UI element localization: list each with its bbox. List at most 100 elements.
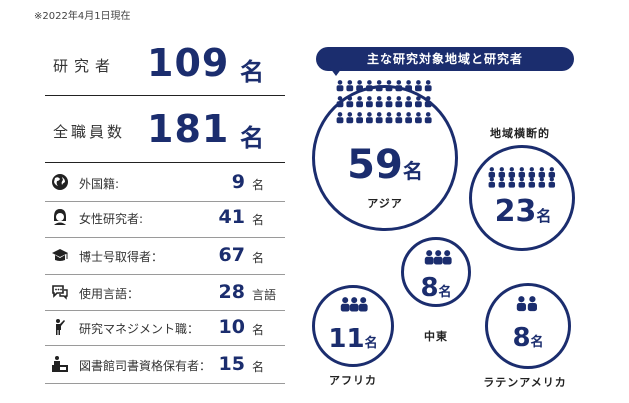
person-icon <box>538 167 546 178</box>
people-group-icon <box>488 167 556 188</box>
stat-unit: 名 <box>252 213 265 227</box>
stat-value: 67 <box>218 244 245 266</box>
person-icon <box>538 177 546 188</box>
all-staff-stat: 全職員数 181 名 <box>45 102 285 156</box>
region-label-middle-east: 中東 <box>424 330 448 343</box>
speech-bubbles-icon <box>52 285 68 300</box>
region-number: 11 <box>328 324 365 354</box>
stat-row-foreign: 外国籍: 9 名 <box>45 171 285 195</box>
stat-unit: 言語 <box>252 288 277 302</box>
person-icon <box>424 96 432 108</box>
stat-label: 研究マネジメント職： <box>79 322 200 336</box>
region-value-africa: 11名 <box>318 324 388 354</box>
person-icon <box>528 167 536 178</box>
divider <box>45 310 285 311</box>
divider <box>45 201 285 202</box>
divider <box>45 274 285 275</box>
graduation-cap-icon <box>52 249 68 261</box>
person-icon <box>424 112 432 124</box>
person-icon <box>366 80 373 92</box>
date-note: ※2022年4月1日現在 <box>34 11 131 22</box>
person-icon <box>356 112 363 124</box>
stat-value: 15 <box>218 353 245 375</box>
stat-unit: 名 <box>252 360 265 374</box>
person-icon <box>415 96 422 108</box>
librarian-desk-icon <box>52 356 68 372</box>
person-icon <box>356 96 363 108</box>
person-icon <box>356 80 363 92</box>
people-group-icon <box>516 296 537 312</box>
divider <box>45 95 285 96</box>
researchers-unit: 名 <box>240 58 264 86</box>
person-icon <box>424 250 434 265</box>
stat-value: 9 <box>231 171 245 193</box>
person-icon <box>488 177 496 188</box>
all-staff-value: 181 <box>147 107 230 151</box>
region-unit: 名 <box>530 335 544 350</box>
female-person-icon <box>54 209 66 225</box>
divider <box>45 383 285 384</box>
person-icon <box>366 112 373 124</box>
regions-banner: 主な研究対象地域と研究者 <box>316 47 574 71</box>
stat-unit: 名 <box>252 251 265 265</box>
person-icon <box>415 112 422 124</box>
person-icon <box>518 177 526 188</box>
people-group-icon <box>340 297 368 312</box>
person-icon <box>433 250 443 265</box>
person-icon <box>516 296 526 312</box>
all-staff-label: 全職員数 <box>53 123 126 141</box>
region-number: 59 <box>347 142 403 188</box>
person-icon <box>527 296 537 312</box>
region-label-multi: 地域横断的 <box>490 127 550 140</box>
researchers-stat: 研究者 109 名 <box>45 38 285 88</box>
person-icon <box>508 177 516 188</box>
person-icon <box>405 96 412 108</box>
person-icon <box>405 80 412 92</box>
region-value-multi: 23名 <box>478 194 568 229</box>
person-icon <box>340 297 350 312</box>
person-icon <box>349 297 359 312</box>
person-icon <box>424 80 432 92</box>
people-group-icon <box>424 250 452 265</box>
stat-row-doctorate: 博士号取得者： 67 名 <box>45 244 285 268</box>
region-value-middle-east: 8名 <box>406 273 466 303</box>
presenter-icon <box>56 319 65 335</box>
person-icon <box>488 167 496 178</box>
person-icon <box>375 96 383 108</box>
region-label-africa: アフリカ <box>329 374 377 387</box>
region-unit: 名 <box>402 159 423 183</box>
all-staff-unit: 名 <box>240 124 264 152</box>
divider <box>45 162 285 163</box>
stat-label: 博士号取得者： <box>79 250 164 264</box>
person-icon <box>358 297 368 312</box>
region-unit: 名 <box>536 207 552 225</box>
region-value-asia: 59名 <box>330 142 440 188</box>
person-icon <box>395 96 403 108</box>
divider <box>45 237 285 238</box>
person-icon <box>415 80 422 92</box>
stat-label: 女性研究者: <box>79 212 144 226</box>
person-icon <box>336 80 344 92</box>
region-circle-multi <box>469 145 575 251</box>
person-icon <box>385 80 393 92</box>
region-circle-middle-east <box>401 237 471 307</box>
person-icon <box>346 112 354 124</box>
stat-row-languages: 使用言語： 28 言語 <box>45 281 285 305</box>
person-icon <box>336 112 344 124</box>
person-icon <box>336 96 344 108</box>
stat-value: 10 <box>218 316 245 338</box>
banner-pointer <box>330 68 342 76</box>
region-circle-latin-america <box>485 283 571 369</box>
stat-label: 図書館司書資格保有者： <box>79 359 212 373</box>
region-number: 8 <box>420 273 439 303</box>
stat-row-librarian: 図書館司書資格保有者： 15 名 <box>45 353 285 377</box>
person-icon <box>346 80 354 92</box>
region-circle-asia <box>312 85 458 231</box>
person-icon <box>395 112 403 124</box>
person-icon <box>548 177 556 188</box>
person-icon <box>395 80 403 92</box>
person-icon <box>405 112 412 124</box>
person-icon <box>346 96 354 108</box>
globe-icon <box>52 174 68 190</box>
region-number: 23 <box>494 194 537 229</box>
